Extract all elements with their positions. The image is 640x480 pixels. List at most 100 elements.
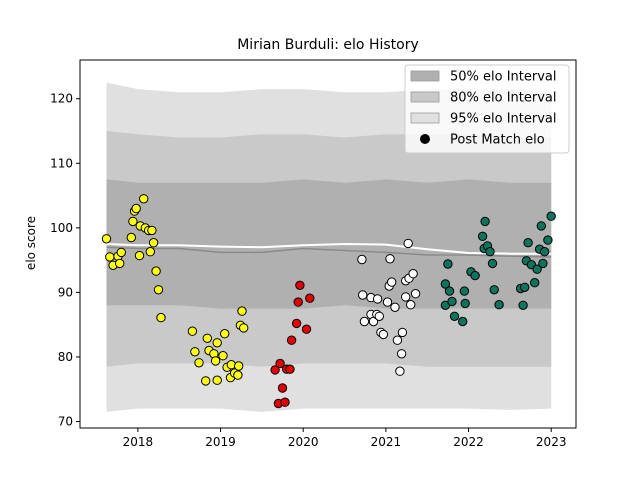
x-axis: 2018 2019 2020 2021 2022 2023 (123, 428, 567, 449)
data-point (194, 358, 204, 368)
data-point (220, 329, 230, 339)
y-tick-label: 110 (50, 156, 73, 170)
x-tick-label: 2023 (536, 435, 567, 449)
data-point (480, 216, 490, 227)
y-axis: 70 80 90 100 110 120 (50, 92, 80, 429)
data-point (396, 349, 407, 359)
data-point (101, 234, 112, 244)
median-line (106, 246, 552, 258)
data-point (277, 383, 288, 393)
data-point (212, 375, 222, 385)
data-point (487, 258, 498, 269)
data-point (385, 254, 395, 264)
data-point (275, 358, 285, 369)
data-point (443, 259, 453, 269)
data-point (358, 290, 368, 300)
x-tick-label: 2022 (453, 435, 484, 449)
data-point (536, 221, 546, 231)
data-point (151, 266, 161, 276)
data-point (489, 285, 499, 295)
legend-label: Post Match elo (450, 133, 545, 148)
data-point (520, 282, 530, 292)
data-point (190, 347, 200, 357)
data-point (212, 338, 222, 348)
data-point (105, 252, 115, 262)
data-point (357, 254, 367, 265)
data-point (291, 318, 302, 329)
y-tick-label: 120 (50, 92, 73, 106)
chart-title: Mirian Burduli: elo History (237, 37, 419, 53)
legend-label: 80% elo Interval (450, 91, 557, 106)
data-point (397, 327, 408, 338)
data-point (403, 238, 413, 249)
data-point (392, 335, 403, 345)
x-tick-label: 2018 (123, 435, 154, 449)
data-point (295, 280, 305, 290)
trend-lines (106, 242, 552, 258)
data-point (115, 258, 125, 269)
data-point (444, 286, 455, 296)
legend-swatch (410, 70, 440, 82)
data-point (378, 329, 389, 340)
data-point (408, 269, 418, 279)
data-point (532, 264, 542, 274)
data-point (301, 324, 312, 334)
data-point (293, 297, 303, 307)
data-point (477, 231, 488, 242)
legend-box (404, 64, 570, 154)
data-point (460, 298, 470, 309)
data-point (390, 302, 400, 312)
data-point (387, 277, 397, 287)
data-point (233, 370, 243, 380)
y-tick-label: 90 (58, 285, 73, 299)
mean-line (106, 242, 552, 255)
data-point (543, 235, 553, 245)
data-point (447, 296, 457, 307)
data-point (459, 286, 470, 296)
data-point (359, 316, 370, 327)
data-point (270, 365, 280, 375)
data-point (147, 225, 157, 236)
y-tick-label: 70 (58, 415, 73, 429)
data-point (530, 278, 540, 288)
data-point (210, 356, 221, 366)
data-point (286, 335, 297, 345)
data-point (237, 306, 247, 316)
data-point (201, 376, 211, 386)
legend-label: 95% elo Interval (450, 112, 557, 127)
data-point (218, 351, 228, 361)
y-axis-label: elo score (24, 216, 38, 270)
data-point (128, 216, 138, 227)
data-point (153, 285, 164, 295)
data-point (156, 312, 166, 323)
match-points (101, 194, 556, 409)
data-point (538, 258, 548, 269)
data-point (145, 247, 156, 257)
data-point (539, 247, 550, 257)
x-tick-label: 2020 (288, 435, 319, 449)
data-point (395, 366, 405, 376)
data-point (406, 300, 416, 310)
data-point (305, 293, 315, 303)
data-point (546, 211, 556, 221)
data-point (139, 194, 149, 204)
data-point (134, 250, 145, 261)
legend-swatch (410, 112, 440, 124)
data-point (382, 297, 393, 307)
y-tick-label: 100 (50, 221, 73, 235)
data-point (372, 294, 383, 304)
data-point (234, 361, 244, 371)
data-point (410, 289, 421, 299)
data-point (187, 326, 198, 336)
x-tick-label: 2019 (205, 435, 236, 449)
data-point (458, 316, 468, 327)
data-point (239, 323, 249, 333)
legend-swatch (410, 91, 440, 103)
data-point (374, 311, 384, 321)
data-point (470, 270, 480, 281)
data-point (126, 232, 137, 243)
data-point (116, 247, 127, 258)
data-point (148, 238, 159, 248)
data-point (285, 364, 295, 374)
